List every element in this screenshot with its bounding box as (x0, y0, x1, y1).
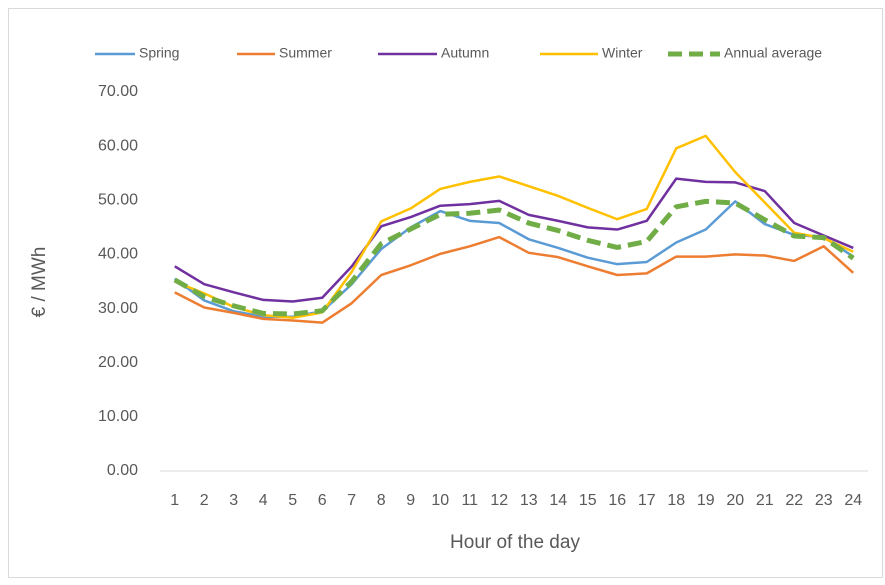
x-axis-title: Hour of the day (450, 532, 580, 553)
y-tick-label: 60.00 (98, 137, 138, 154)
x-tick-label: 12 (490, 492, 508, 509)
chart-frame (8, 8, 883, 578)
y-axis-title: € / MWh (29, 247, 50, 318)
legend-label: Summer (279, 45, 332, 61)
y-tick-label: 0.00 (107, 462, 138, 479)
x-tick-label: 2 (200, 492, 209, 509)
x-tick-label: 20 (726, 492, 744, 509)
y-tick-label: 40.00 (98, 246, 138, 263)
y-tick-label: 10.00 (98, 408, 138, 425)
y-tick-label: 30.00 (98, 300, 138, 317)
legend-label: Winter (602, 45, 643, 61)
x-tick-label: 6 (318, 492, 327, 509)
x-tick-label: 21 (756, 492, 774, 509)
y-tick-label: 50.00 (98, 192, 138, 209)
series-line (173, 198, 855, 317)
series-line (174, 177, 854, 303)
x-tick-label: 16 (608, 492, 626, 509)
x-tick-label: 1 (170, 492, 179, 509)
y-tick-label: 70.00 (98, 83, 138, 100)
x-tick-label: 18 (667, 492, 685, 509)
x-tick-label: 15 (579, 492, 597, 509)
x-tick-label: 13 (520, 492, 538, 509)
x-tick-label: 3 (229, 492, 238, 509)
x-tick-label: 10 (431, 492, 449, 509)
x-tick-label: 4 (259, 492, 268, 509)
x-tick-label: 8 (377, 492, 386, 509)
legend-label: Spring (139, 45, 179, 61)
x-tick-label: 5 (288, 492, 297, 509)
x-tick-label: 17 (638, 492, 656, 509)
x-tick-label: 19 (697, 492, 715, 509)
x-tick-label: 23 (815, 492, 833, 509)
x-tick-label: 7 (347, 492, 356, 509)
x-tick-label: 9 (406, 492, 415, 509)
x-tick-label: 11 (461, 492, 478, 509)
x-tick-label: 22 (785, 492, 803, 509)
legend-label: Autumn (441, 45, 489, 61)
x-tick-label: 14 (549, 492, 567, 509)
legend-label: Annual average (724, 45, 822, 61)
series-line (174, 134, 854, 320)
series-line (174, 235, 855, 324)
x-tick-label: 24 (844, 492, 862, 509)
y-tick-label: 20.00 (98, 354, 138, 371)
